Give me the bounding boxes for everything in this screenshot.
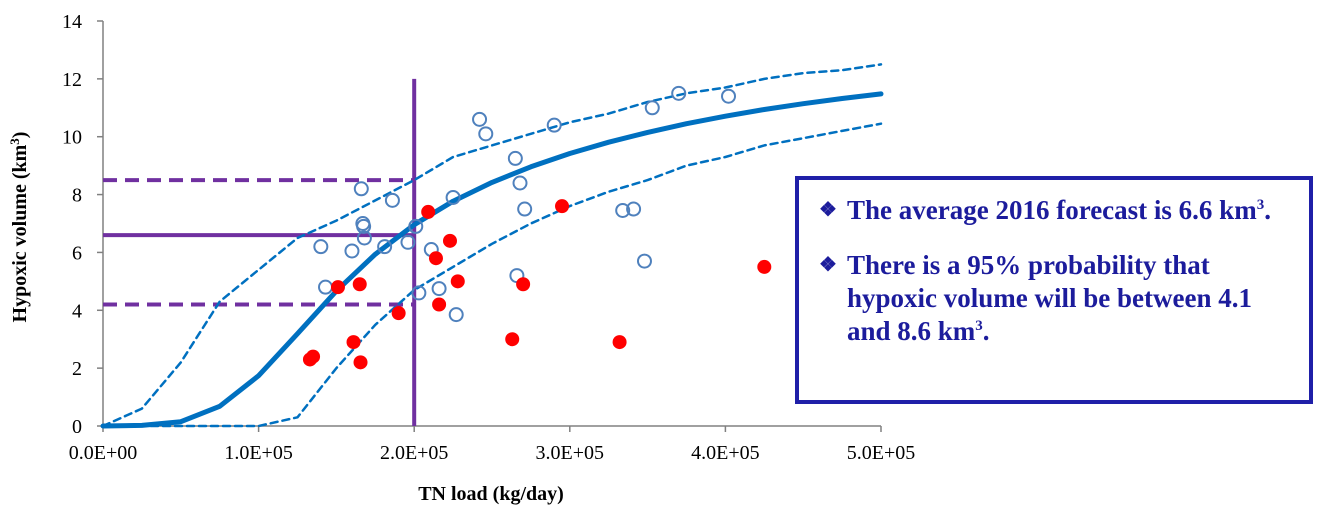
observed-point-filled <box>442 233 457 248</box>
forecast-callout-box: ❖ The average 2016 forecast is 6.6 km3. … <box>795 176 1313 404</box>
observed-point-open <box>400 234 416 250</box>
y-axis-title-end: ) <box>9 132 31 139</box>
callout-item-average: ❖ The average 2016 forecast is 6.6 km3. <box>819 194 1293 227</box>
callout-probability-text: There is a 95% probability that hypoxic … <box>847 250 1252 346</box>
observed-point-open <box>377 239 393 255</box>
observed-point-filled <box>505 332 520 347</box>
y-axis-title-main: Hypoxic volume (km <box>9 144 31 322</box>
observed-point-filled <box>306 349 321 364</box>
data-points <box>302 85 772 370</box>
observed-point-filled <box>555 199 570 214</box>
x-tick-label: 2.0E+05 <box>380 442 449 464</box>
observed-point-filled <box>330 280 345 295</box>
observed-point-open <box>356 218 372 234</box>
y-tick-label: 0 <box>72 416 82 438</box>
observed-point-open <box>431 281 447 297</box>
observed-point-open <box>384 192 400 208</box>
prediction-bound-curve <box>101 122 883 428</box>
observed-point-open <box>313 239 329 255</box>
x-tick-label: 5.0E+05 <box>847 442 916 464</box>
observed-point-open <box>478 126 494 142</box>
observed-point-open <box>636 253 652 269</box>
observed-point-filled <box>421 204 436 219</box>
observed-point-filled <box>612 335 627 350</box>
observed-point-open <box>671 85 687 101</box>
callout-average-sup: 3 <box>1256 197 1265 213</box>
observed-point-filled <box>391 306 406 321</box>
callout-item-probability: ❖ There is a 95% probability that hypoxi… <box>819 249 1293 348</box>
observed-point-filled <box>346 335 361 350</box>
observed-point-open <box>448 307 464 323</box>
y-tick-label: 4 <box>72 300 82 322</box>
observed-point-open <box>408 218 424 234</box>
model-fit-curve <box>100 91 884 429</box>
observed-point-open <box>318 279 334 295</box>
observed-point-open <box>507 150 523 166</box>
callout-average-text: The average 2016 forecast is 6.6 km <box>847 195 1257 225</box>
prediction-bound-curve <box>101 63 883 428</box>
tick-labels: 0.0E+00 1.0E+05 2.0E+05 3.0E+05 4.0E+05 5.0E+… <box>62 11 915 464</box>
x-tick-label: 3.0E+05 <box>536 442 605 464</box>
y-tick-label: 6 <box>72 242 82 264</box>
reference-lines <box>103 78 417 426</box>
x-tick-label: 4.0E+05 <box>691 442 760 464</box>
observed-point-open <box>721 88 737 104</box>
observed-point-filled <box>516 277 531 292</box>
y-tick-label: 14 <box>62 11 82 33</box>
observed-point-open <box>517 201 533 217</box>
observed-point-open <box>546 117 562 133</box>
y-tick-label: 12 <box>62 69 82 91</box>
observed-point-filled <box>450 274 465 289</box>
x-tick-label: 0.0E+00 <box>69 442 138 464</box>
callout-average-end: . <box>1264 195 1271 225</box>
diamond-bullet-icon: ❖ <box>819 199 837 221</box>
observed-point-open <box>615 202 631 218</box>
callout-text-probability: There is a 95% probability that hypoxic … <box>847 249 1293 348</box>
curves <box>100 63 884 429</box>
y-tick-label: 8 <box>72 185 82 207</box>
callout-probability-end: . <box>982 316 990 346</box>
observed-point-open <box>411 285 427 301</box>
x-tick-label: 1.0E+05 <box>224 442 293 464</box>
observed-point-open <box>644 100 660 116</box>
callout-text-average: The average 2016 forecast is 6.6 km3. <box>847 194 1293 227</box>
observed-point-filled <box>432 297 447 312</box>
observed-point-filled <box>353 355 368 370</box>
observed-point-filled <box>352 277 367 292</box>
callout-probability-sup: 3 <box>975 318 983 334</box>
observed-point-filled <box>428 251 443 266</box>
observed-point-open <box>626 201 642 217</box>
observed-point-filled <box>757 259 772 274</box>
observed-point-open <box>445 189 461 205</box>
diamond-bullet-icon: ❖ <box>819 254 837 276</box>
observed-point-open <box>472 111 488 127</box>
y-axis-title-sup: 3 <box>7 138 22 145</box>
y-tick-label: 2 <box>72 358 82 380</box>
observed-point-open <box>356 230 372 246</box>
axes <box>97 20 882 432</box>
observed-point-open <box>512 175 528 191</box>
x-axis-title: TN load (kg/day) <box>418 483 564 505</box>
y-axis-title: Hypoxic volume (km3) <box>7 132 31 323</box>
observed-point-open <box>344 243 360 259</box>
y-tick-label: 10 <box>62 127 82 149</box>
observed-point-open <box>353 181 369 197</box>
